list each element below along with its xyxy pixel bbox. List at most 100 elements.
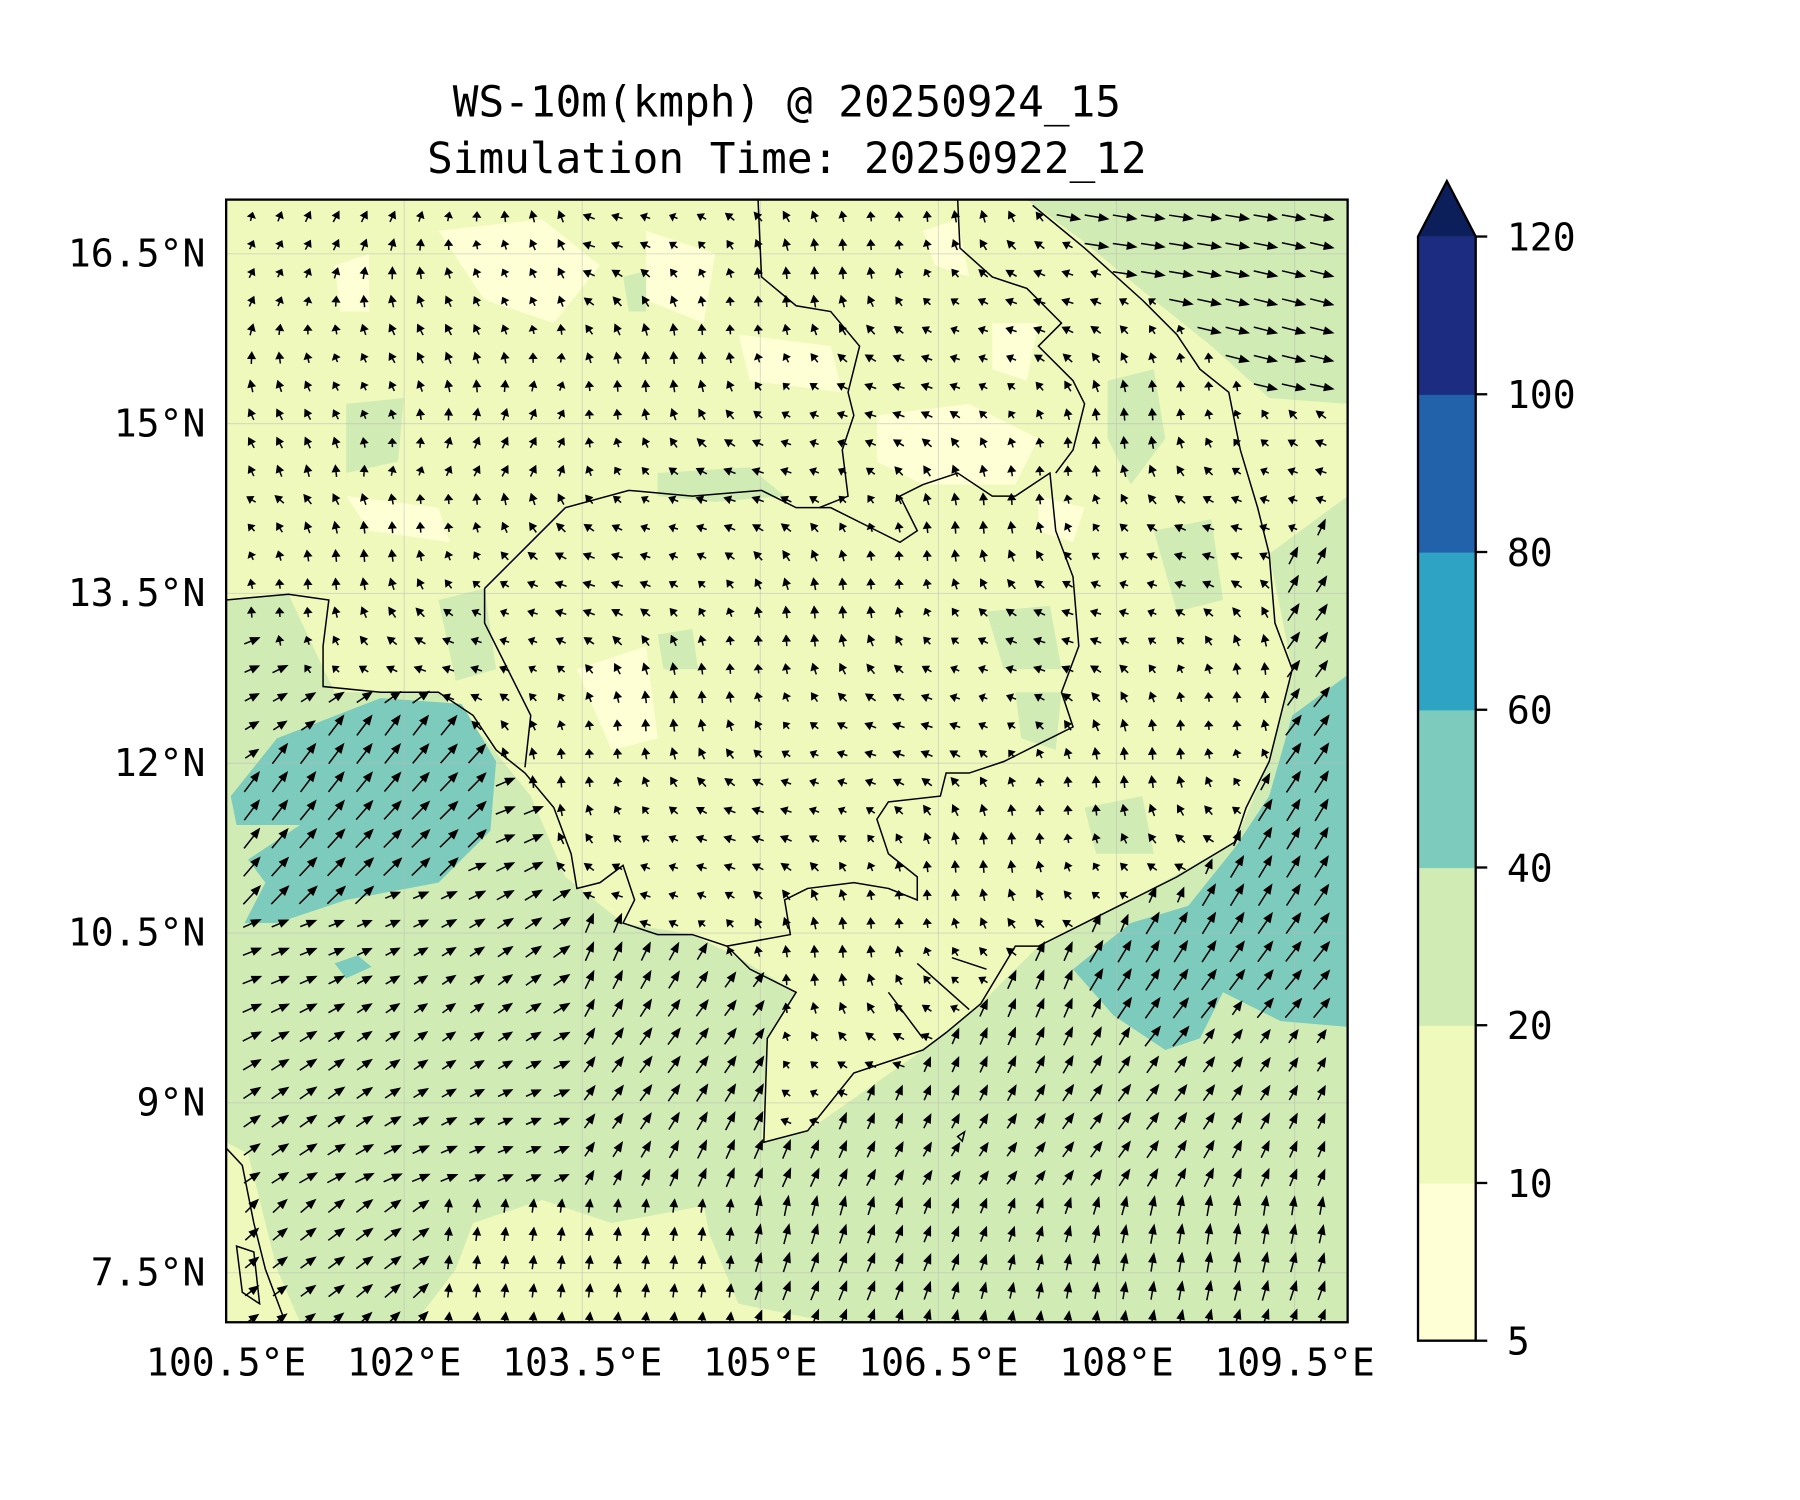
wind-arrow: [723, 1027, 737, 1045]
wind-arrow: [496, 862, 516, 872]
wind-arrow: [726, 719, 735, 732]
wind-arrow: [1260, 690, 1270, 703]
wind-arrow: [810, 1194, 819, 1216]
wind-arrow: [1005, 325, 1017, 335]
wind-arrow: [950, 298, 960, 306]
wind-arrow: [1007, 831, 1017, 845]
wind-arrow: [641, 635, 650, 646]
wind-arrow: [412, 690, 430, 704]
wind-arrow: [612, 296, 622, 307]
wind-arrow: [782, 605, 792, 619]
wind-arrow: [332, 409, 341, 420]
wind-arrow: [1317, 1140, 1326, 1158]
wind-arrow: [1035, 832, 1045, 844]
wind-arrow: [326, 1172, 347, 1184]
wind-arrow: [922, 521, 932, 534]
wind-arrow: [556, 720, 566, 731]
wind-arrow: [244, 1198, 260, 1214]
wind-arrow: [641, 408, 651, 421]
wind-arrow: [243, 856, 261, 877]
wind-arrow: [385, 919, 401, 928]
wind-arrow: [500, 1198, 510, 1213]
wind-arrow: [669, 295, 679, 307]
wind-arrow: [1225, 298, 1250, 307]
wind-arrow: [810, 294, 820, 308]
wind-arrow: [360, 606, 369, 619]
wind-arrow: [556, 747, 566, 759]
wind-arrow: [752, 778, 764, 787]
wind-arrow: [1090, 580, 1101, 589]
wind-arrow: [473, 551, 482, 561]
wind-arrow: [669, 1198, 679, 1213]
wind-arrow: [327, 856, 346, 877]
wind-arrow: [1316, 1057, 1327, 1072]
wind-arrow: [669, 351, 679, 364]
wind-arrow: [1091, 692, 1101, 703]
wind-arrow: [923, 1253, 932, 1272]
wind-arrow: [1148, 1195, 1157, 1216]
wind-arrow: [1148, 1223, 1157, 1244]
wind-arrow: [754, 238, 763, 251]
wind-arrow: [500, 407, 510, 421]
wind-arrow: [1230, 523, 1243, 533]
wind-arrow: [413, 947, 429, 957]
wind-arrow: [1120, 913, 1129, 932]
wind-arrow: [1035, 381, 1044, 391]
wind-arrow: [951, 1056, 960, 1073]
wind-arrow: [1204, 1279, 1214, 1301]
wind-arrow: [611, 212, 623, 222]
wind-arrow: [332, 381, 341, 391]
wind-arrow: [1200, 997, 1218, 1019]
wind-arrow: [443, 211, 453, 222]
wind-arrow: [610, 580, 624, 589]
wind-arrow: [584, 998, 595, 1017]
wind-arrow: [441, 919, 458, 928]
wind-arrow: [723, 834, 736, 844]
wind-arrow: [978, 1113, 989, 1129]
wind-arrow: [242, 947, 263, 957]
wind-arrow: [783, 1060, 791, 1069]
wind-arrow: [1225, 269, 1251, 279]
wind-arrow: [360, 352, 369, 363]
wind-arrow: [670, 776, 679, 788]
wind-arrow: [639, 998, 653, 1018]
wind-arrow: [866, 917, 876, 929]
wind-arrow: [355, 1144, 375, 1156]
wind-arrow: [1289, 1168, 1298, 1187]
wind-arrow: [1091, 747, 1101, 760]
wind-arrow: [920, 411, 933, 420]
wind-arrow: [1112, 269, 1138, 279]
wind-arrow: [1035, 969, 1045, 990]
wind-arrow: [1147, 608, 1157, 618]
wind-arrow: [556, 665, 566, 674]
wind-arrow: [723, 467, 736, 476]
wind-arrow: [528, 436, 537, 449]
wind-arrow: [951, 578, 960, 590]
wind-arrow: [500, 720, 509, 731]
y-tick-label: 12°N: [114, 741, 206, 785]
wind-arrow: [440, 1145, 459, 1154]
colorbar-outline: [1416, 178, 1477, 1342]
wind-arrow: [1090, 1169, 1103, 1186]
wind-arrow: [809, 777, 819, 788]
wind-arrow: [1007, 917, 1016, 929]
colorbar-tick-label: 60: [1507, 689, 1553, 733]
wind-arrow: [385, 1030, 401, 1042]
wind-arrow: [920, 382, 933, 392]
wind-arrow: [354, 885, 375, 905]
wind-arrow: [864, 410, 877, 420]
wind-arrow: [555, 637, 567, 646]
wind-arrow: [978, 1170, 989, 1185]
wind-arrow: [895, 833, 904, 844]
wind-arrow: [1091, 436, 1101, 449]
wind-arrow: [894, 1140, 904, 1158]
wind-arrow: [1256, 997, 1275, 1019]
wind-arrow: [892, 354, 905, 363]
wind-arrow: [1033, 326, 1046, 335]
wind-arrow: [557, 210, 566, 223]
wind-arrow: [1118, 298, 1129, 307]
wind-arrow: [1092, 719, 1101, 732]
wind-arrow: [1145, 1083, 1160, 1102]
wind-arrow: [838, 888, 848, 901]
